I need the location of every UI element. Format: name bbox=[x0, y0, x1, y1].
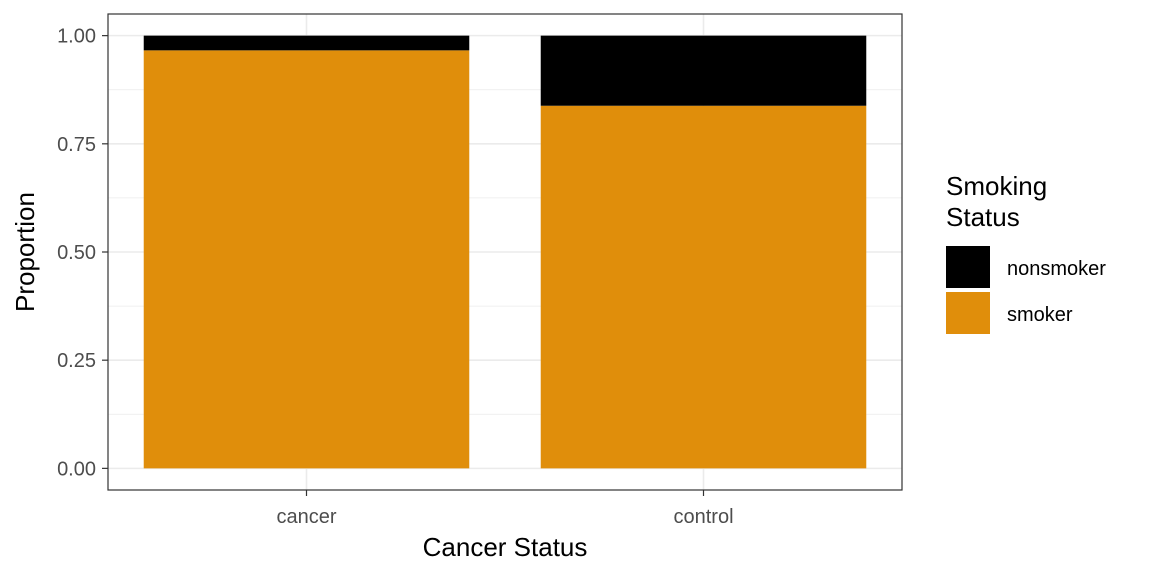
legend-key-smoker bbox=[946, 292, 990, 334]
bar-cancer-smoker bbox=[143, 50, 470, 469]
legend-title: Status bbox=[946, 202, 1020, 232]
bars bbox=[143, 35, 867, 469]
x-tick-label: cancer bbox=[276, 506, 336, 528]
legend-label-smoker: smoker bbox=[1007, 304, 1073, 326]
x-axis-title: Cancer Status bbox=[423, 532, 588, 562]
x-tick-label: control bbox=[673, 506, 733, 528]
bar-control-nonsmoker bbox=[540, 35, 867, 106]
y-tick-label: 0.25 bbox=[57, 350, 96, 372]
y-tick-label: 0.00 bbox=[57, 458, 96, 480]
axes: 0.00 0.25 0.50 0.75 1.00 cancer control bbox=[57, 26, 733, 528]
bar-control-smoker bbox=[540, 105, 867, 469]
bar-cancer-nonsmoker bbox=[143, 35, 470, 51]
y-tick-label: 1.00 bbox=[57, 26, 96, 48]
y-tick-label: 0.50 bbox=[57, 242, 96, 264]
y-axis-title: Proportion bbox=[10, 192, 40, 312]
legend-key-nonsmoker bbox=[946, 246, 990, 288]
legend-title: Smoking bbox=[946, 171, 1047, 201]
legend-label-nonsmoker: nonsmoker bbox=[1007, 258, 1106, 280]
y-tick-label: 0.75 bbox=[57, 134, 96, 156]
